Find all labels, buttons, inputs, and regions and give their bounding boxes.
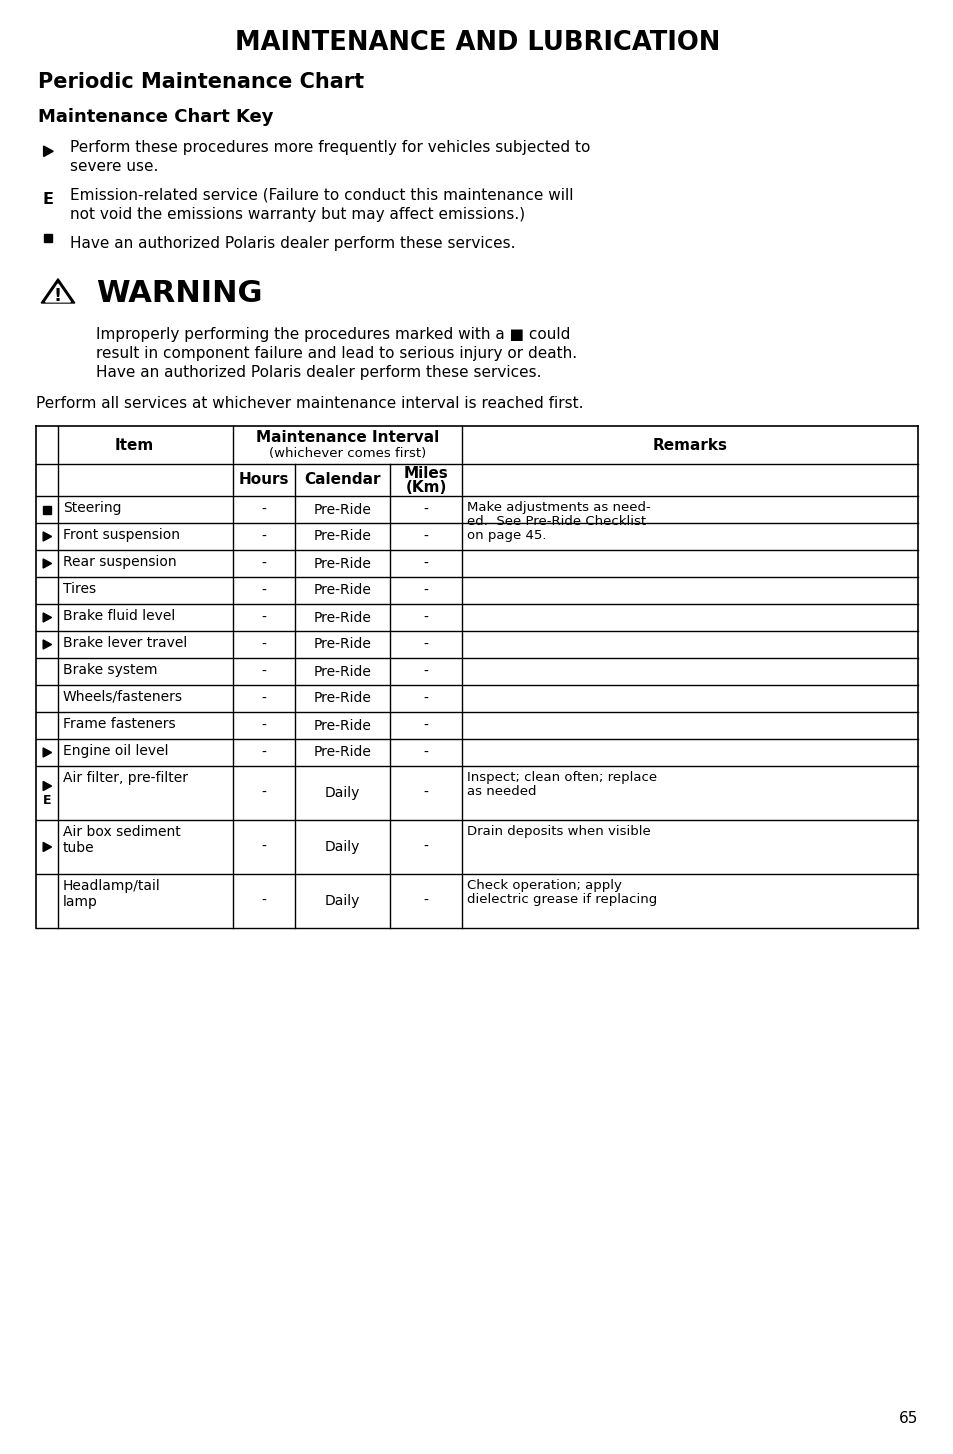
Text: dielectric grease if replacing: dielectric grease if replacing — [467, 893, 657, 906]
Text: -: - — [261, 557, 266, 570]
Text: result in component failure and lead to serious injury or death.: result in component failure and lead to … — [96, 346, 577, 361]
Bar — [43, 506, 51, 513]
Polygon shape — [41, 279, 74, 302]
Text: -: - — [423, 503, 428, 516]
Text: -: - — [261, 840, 266, 853]
Text: MAINTENANCE AND LUBRICATION: MAINTENANCE AND LUBRICATION — [235, 31, 720, 57]
Text: E: E — [43, 794, 51, 807]
Text: Calendar: Calendar — [304, 473, 380, 487]
Polygon shape — [46, 284, 71, 302]
Polygon shape — [44, 145, 53, 157]
Text: -: - — [423, 718, 428, 733]
Text: Pre-Ride: Pre-Ride — [314, 611, 371, 625]
Text: Brake fluid level: Brake fluid level — [63, 609, 175, 622]
Text: Headlamp/tail: Headlamp/tail — [63, 880, 161, 893]
Text: -: - — [423, 787, 428, 800]
Text: Have an authorized Polaris dealer perform these services.: Have an authorized Polaris dealer perfor… — [96, 365, 541, 379]
Text: severe use.: severe use. — [70, 158, 158, 174]
Text: Perform all services at whichever maintenance interval is reached first.: Perform all services at whichever mainte… — [36, 395, 583, 411]
Text: -: - — [423, 692, 428, 705]
Text: Maintenance Chart Key: Maintenance Chart Key — [38, 108, 274, 126]
Text: Pre-Ride: Pre-Ride — [314, 503, 371, 516]
Text: Perform these procedures more frequently for vehicles subjected to: Perform these procedures more frequently… — [70, 140, 590, 156]
Text: -: - — [423, 583, 428, 598]
Text: Pre-Ride: Pre-Ride — [314, 557, 371, 570]
Text: Make adjustments as need-: Make adjustments as need- — [467, 502, 650, 515]
Text: 65: 65 — [898, 1410, 917, 1426]
Text: Emission-related service (Failure to conduct this maintenance will: Emission-related service (Failure to con… — [70, 188, 573, 204]
Polygon shape — [43, 558, 51, 569]
Text: -: - — [423, 557, 428, 570]
Text: Steering: Steering — [63, 502, 121, 515]
Text: -: - — [261, 637, 266, 651]
Text: Pre-Ride: Pre-Ride — [314, 529, 371, 544]
Text: -: - — [423, 664, 428, 679]
Text: Pre-Ride: Pre-Ride — [314, 692, 371, 705]
Polygon shape — [43, 781, 51, 791]
Text: as needed: as needed — [467, 785, 536, 798]
Text: (Km): (Km) — [405, 480, 446, 496]
Text: Pre-Ride: Pre-Ride — [314, 718, 371, 733]
Text: E: E — [43, 192, 53, 206]
Text: Daily: Daily — [324, 787, 360, 800]
Text: Drain deposits when visible: Drain deposits when visible — [467, 824, 650, 838]
Text: Have an authorized Polaris dealer perform these services.: Have an authorized Polaris dealer perfor… — [70, 236, 515, 252]
Text: Hours: Hours — [238, 473, 289, 487]
Text: Air filter, pre-filter: Air filter, pre-filter — [63, 771, 188, 785]
Text: Daily: Daily — [324, 840, 360, 853]
Text: -: - — [261, 787, 266, 800]
Polygon shape — [43, 614, 51, 622]
Text: Frame fasteners: Frame fasteners — [63, 717, 175, 731]
Text: -: - — [261, 692, 266, 705]
Text: Item: Item — [114, 438, 154, 452]
Text: on page 45.: on page 45. — [467, 529, 546, 542]
Text: Engine oil level: Engine oil level — [63, 744, 169, 758]
Text: -: - — [423, 894, 428, 907]
Text: Remarks: Remarks — [652, 438, 727, 452]
Text: !: ! — [54, 288, 62, 305]
Text: WARNING: WARNING — [96, 279, 262, 308]
Text: Periodic Maintenance Chart: Periodic Maintenance Chart — [38, 73, 364, 92]
Polygon shape — [43, 842, 51, 852]
Text: -: - — [261, 529, 266, 544]
Text: Brake lever travel: Brake lever travel — [63, 635, 187, 650]
Text: Maintenance Interval: Maintenance Interval — [255, 429, 438, 445]
Text: Pre-Ride: Pre-Ride — [314, 664, 371, 679]
Text: -: - — [261, 583, 266, 598]
Text: -: - — [261, 611, 266, 625]
Text: -: - — [261, 503, 266, 516]
Text: Rear suspension: Rear suspension — [63, 555, 176, 569]
Text: -: - — [261, 718, 266, 733]
Bar — [44, 234, 52, 241]
Text: -: - — [261, 894, 266, 907]
Text: Check operation; apply: Check operation; apply — [467, 880, 621, 891]
Text: -: - — [423, 746, 428, 759]
Text: Air box sediment: Air box sediment — [63, 824, 180, 839]
Text: Inspect; clean often; replace: Inspect; clean often; replace — [467, 771, 657, 784]
Text: not void the emissions warranty but may affect emissions.): not void the emissions warranty but may … — [70, 206, 524, 222]
Polygon shape — [43, 747, 51, 758]
Text: -: - — [261, 746, 266, 759]
Text: -: - — [423, 840, 428, 853]
Text: Daily: Daily — [324, 894, 360, 907]
Text: Miles: Miles — [403, 465, 448, 480]
Text: ed.  See Pre-Ride Checklist: ed. See Pre-Ride Checklist — [467, 515, 645, 528]
Text: lamp: lamp — [63, 896, 98, 909]
Text: -: - — [423, 637, 428, 651]
Text: Brake system: Brake system — [63, 663, 157, 678]
Text: Pre-Ride: Pre-Ride — [314, 583, 371, 598]
Text: -: - — [423, 611, 428, 625]
Text: Wheels/fasteners: Wheels/fasteners — [63, 691, 183, 704]
Text: -: - — [423, 529, 428, 544]
Text: Front suspension: Front suspension — [63, 528, 180, 542]
Text: (whichever comes first): (whichever comes first) — [269, 448, 426, 461]
Text: Improperly performing the procedures marked with a ■ could: Improperly performing the procedures mar… — [96, 327, 570, 342]
Polygon shape — [43, 532, 51, 541]
Text: Pre-Ride: Pre-Ride — [314, 637, 371, 651]
Polygon shape — [43, 640, 51, 648]
Text: -: - — [261, 664, 266, 679]
Text: Tires: Tires — [63, 582, 96, 596]
Text: Pre-Ride: Pre-Ride — [314, 746, 371, 759]
Text: tube: tube — [63, 840, 94, 855]
